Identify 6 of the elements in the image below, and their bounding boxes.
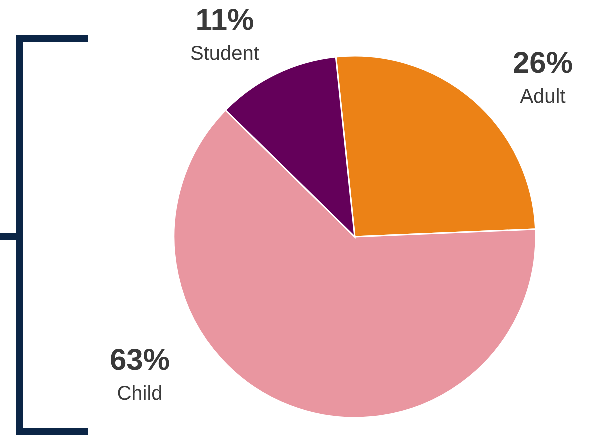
- slice-label: Child: [117, 383, 163, 405]
- slice-label: Student: [190, 43, 260, 65]
- slice-label: Adult: [520, 86, 566, 108]
- data-label: 11%: [196, 4, 254, 37]
- data-label: 63%: [110, 344, 170, 377]
- data-label: 26%: [512, 47, 574, 80]
